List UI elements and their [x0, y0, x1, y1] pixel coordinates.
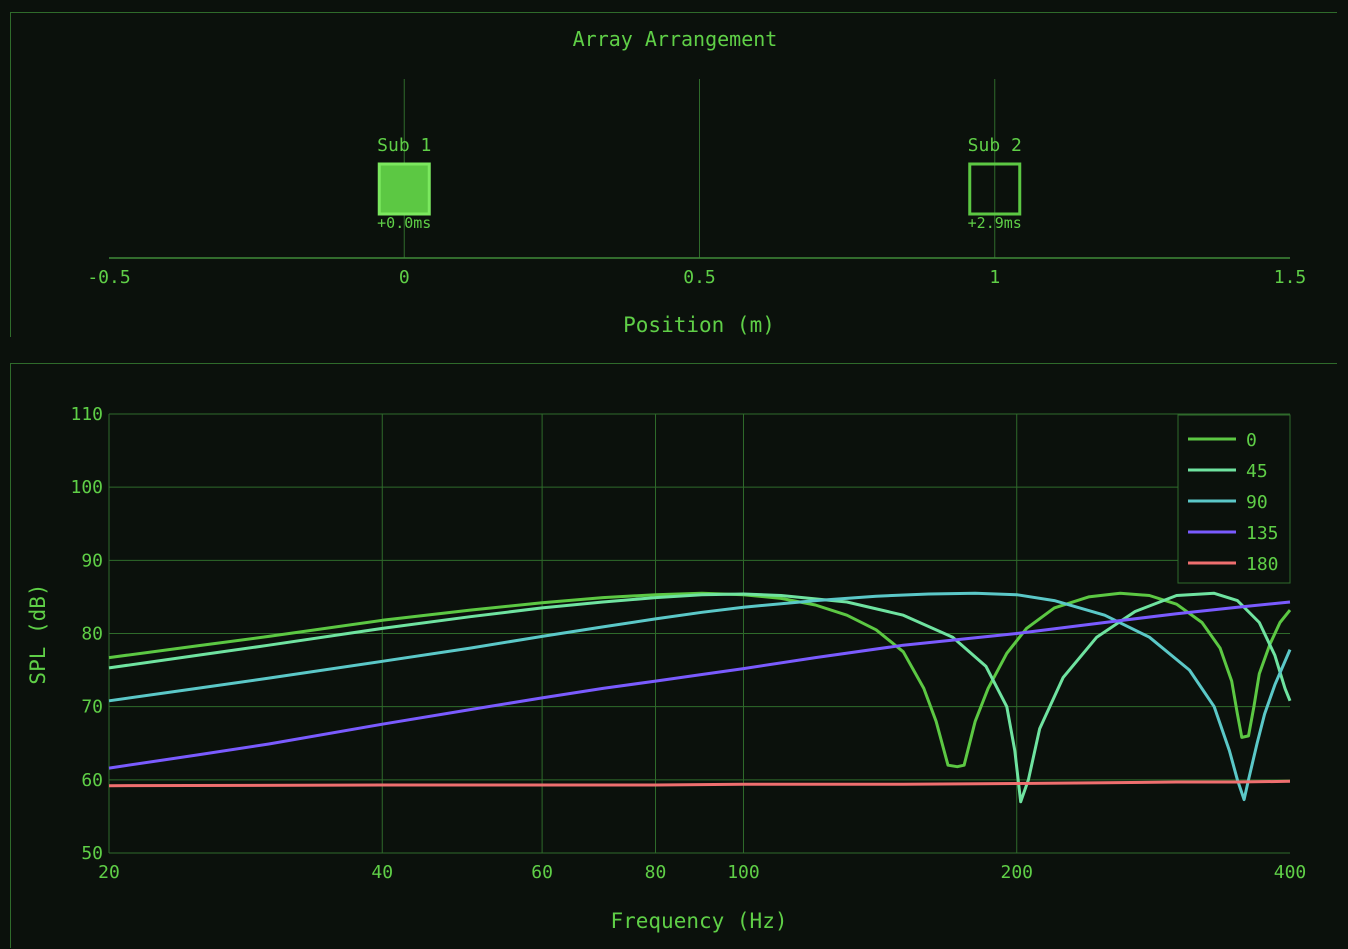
series-line-45 [108, 591, 1292, 804]
y-tick-label: 90 [81, 550, 103, 571]
x-tick-label: 20 [98, 862, 120, 883]
sub-delay-label: +0.0ms [377, 214, 431, 232]
series-line-90 [108, 591, 1292, 802]
frequency-response-chart: 50 60 70 80 90 100 110 20 40 60 80 100 200 400 0 45 90 1… [26, 404, 1307, 933]
frequency-response-panel: 50 60 70 80 90 100 110 20 40 60 80 100 200 400 0 45 90 1… [10, 363, 1337, 948]
legend-box [1177, 414, 1291, 584]
legend-label: 180 [1246, 554, 1279, 575]
x-tick-label: 100 [727, 862, 760, 883]
series-line-0 [108, 591, 1292, 769]
legend-item: 90 [1188, 492, 1268, 513]
chart-title: Array Arrangement [573, 27, 778, 51]
legend-label: 45 [1246, 461, 1268, 482]
x-tick-label: 400 [1274, 862, 1307, 883]
legend-label: 90 [1246, 492, 1268, 513]
legend-item: 135 [1188, 523, 1279, 544]
x-tick-label: 60 [531, 862, 553, 883]
legend-item: 0 [1188, 430, 1257, 451]
series-line-180 [108, 779, 1291, 788]
x-axis-label: Frequency (Hz) [610, 909, 787, 933]
x-tick-label: 200 [1000, 862, 1033, 883]
x-tick-label: 0.5 [683, 267, 716, 288]
legend-label: 135 [1246, 523, 1279, 544]
legend-item: 45 [1188, 461, 1268, 482]
y-tick-label: 110 [70, 404, 103, 425]
x-tick-label: -0.5 [87, 267, 130, 288]
x-tick-label: 80 [645, 862, 667, 883]
array-arrangement-chart: Array Arrangement -0.5 0 0.5 1 1.5 Sub 1 +0.0… [87, 27, 1307, 337]
y-tick-label: 100 [70, 477, 103, 498]
x-axis-label: Position (m) [623, 313, 775, 337]
sub-delay-label: +2.9ms [968, 214, 1022, 232]
x-tick-label: 0 [399, 267, 410, 288]
y-tick-label: 70 [81, 697, 103, 718]
sub-name-label: Sub 2 [968, 135, 1022, 156]
array-arrangement-panel: Array Arrangement -0.5 0 0.5 1 1.5 Sub 1 +0.0… [10, 12, 1337, 337]
sub-name-label: Sub 1 [377, 135, 431, 156]
sub-marker[interactable]: Sub 1 +0.0ms [377, 135, 431, 232]
sub-box[interactable] [377, 162, 431, 216]
y-axis-label: SPL (dB) [26, 583, 50, 684]
legend-item: 180 [1188, 554, 1279, 575]
series-line-135 [108, 600, 1291, 770]
sub-box[interactable] [968, 162, 1022, 216]
x-tick-label: 40 [371, 862, 393, 883]
x-tick-label: 1 [989, 267, 1000, 288]
sub-marker[interactable]: Sub 2 +2.9ms [968, 135, 1022, 232]
legend-label: 0 [1246, 430, 1257, 451]
y-tick-label: 80 [81, 624, 103, 645]
y-tick-label: 50 [81, 843, 103, 864]
y-tick-label: 60 [81, 770, 103, 791]
x-tick-label: 1.5 [1274, 267, 1307, 288]
